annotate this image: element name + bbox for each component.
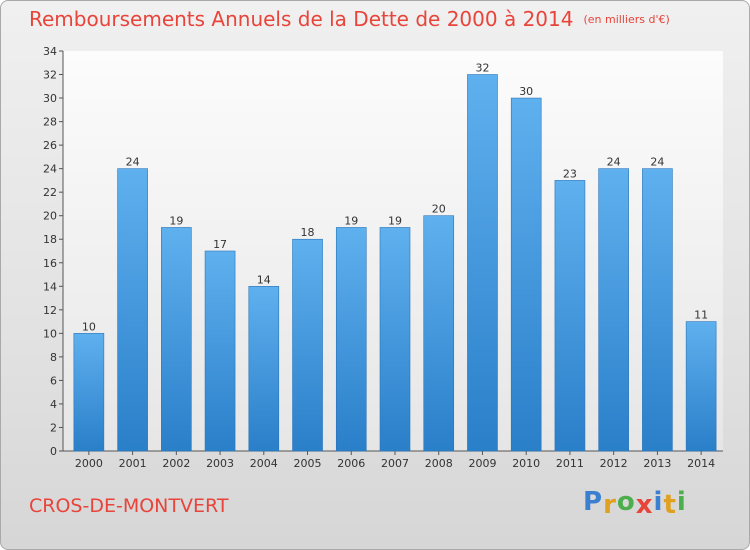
x-tick-label: 2007: [381, 457, 409, 470]
data-label: 11: [694, 309, 708, 322]
y-tick-label: 32: [43, 69, 57, 82]
y-tick-label: 14: [43, 280, 57, 293]
data-label: 24: [650, 156, 664, 169]
y-tick-label: 30: [43, 92, 57, 105]
data-label: 24: [126, 156, 140, 169]
chart-unit: (en milliers d'€): [583, 13, 670, 26]
bar: [642, 168, 673, 452]
y-tick-label: 12: [43, 304, 57, 317]
data-label: 14: [257, 273, 271, 286]
bar: [292, 238, 323, 452]
logo-letter: P: [583, 487, 604, 517]
data-label: 17: [213, 238, 227, 251]
logo-letter: o: [616, 487, 636, 517]
bar: [685, 321, 717, 452]
y-tick-label: 16: [43, 257, 57, 270]
bar: [161, 227, 192, 452]
y-tick-label: 6: [50, 374, 57, 387]
y-tick-label: 26: [43, 139, 57, 152]
y-tick-label: 20: [43, 210, 57, 223]
bar: [379, 227, 411, 452]
bar: [117, 168, 148, 452]
title-row: Remboursements Annuels de la Dette de 20…: [29, 7, 670, 31]
chart-title: Remboursements Annuels de la Dette de 20…: [29, 7, 574, 31]
data-label: 32: [475, 62, 489, 75]
data-label: 10: [82, 320, 96, 333]
x-tick-label: 2009: [468, 457, 496, 470]
data-label: 18: [301, 226, 315, 239]
data-label: 30: [519, 85, 533, 98]
bar: [423, 215, 455, 452]
logo-letter: i: [676, 487, 687, 517]
x-tick-label: 2004: [250, 457, 278, 470]
data-label: 20: [432, 203, 446, 216]
bar: [467, 74, 498, 452]
commune-name: CROS-DE-MONTVERT: [29, 495, 229, 517]
y-tick-label: 10: [43, 327, 57, 340]
logo-letter: i: [653, 487, 664, 517]
bar: [73, 333, 105, 452]
bar: [510, 97, 542, 452]
logo-letter: t: [663, 490, 677, 520]
x-tick-label: 2005: [294, 457, 322, 470]
x-tick-label: 2010: [512, 457, 540, 470]
x-tick-label: 2013: [643, 457, 671, 470]
data-label: 19: [169, 214, 183, 227]
bar: [335, 227, 367, 452]
x-tick-label: 2002: [162, 457, 190, 470]
data-label: 19: [388, 214, 402, 227]
bars: 10 24 19 17 14 18 19 19 20 32 30 23 24 24 11: [73, 62, 717, 452]
data-label: 24: [607, 156, 621, 169]
data-label: 23: [563, 167, 577, 180]
proxiti-logo: Proxiti: [583, 487, 687, 520]
x-tick-label: 2008: [425, 457, 453, 470]
y-tick-label: 24: [43, 163, 57, 176]
bar: [204, 250, 236, 452]
y-tick-label: 28: [43, 116, 57, 129]
logo-letter: x: [635, 490, 654, 520]
data-label: 19: [344, 214, 358, 227]
y-tick-label: 34: [43, 45, 57, 58]
x-tick-label: 2014: [687, 457, 715, 470]
y-tick-label: 18: [43, 233, 57, 246]
x-tick-label: 2011: [556, 457, 584, 470]
x-tick-label: 2003: [206, 457, 234, 470]
bar: [598, 168, 629, 452]
y-tick-label: 0: [50, 445, 57, 458]
y-tick-label: 22: [43, 186, 57, 199]
y-tick-label: 8: [50, 351, 57, 364]
x-tick-label: 2001: [119, 457, 147, 470]
bar: [554, 180, 586, 452]
x-tick-label: 2012: [600, 457, 628, 470]
x-tick-label: 2006: [337, 457, 365, 470]
bar: [248, 285, 280, 452]
y-tick-label: 2: [50, 421, 57, 434]
y-tick-label: 4: [50, 398, 57, 411]
logo-letter: r: [603, 490, 617, 520]
x-tick-label: 2000: [75, 457, 103, 470]
